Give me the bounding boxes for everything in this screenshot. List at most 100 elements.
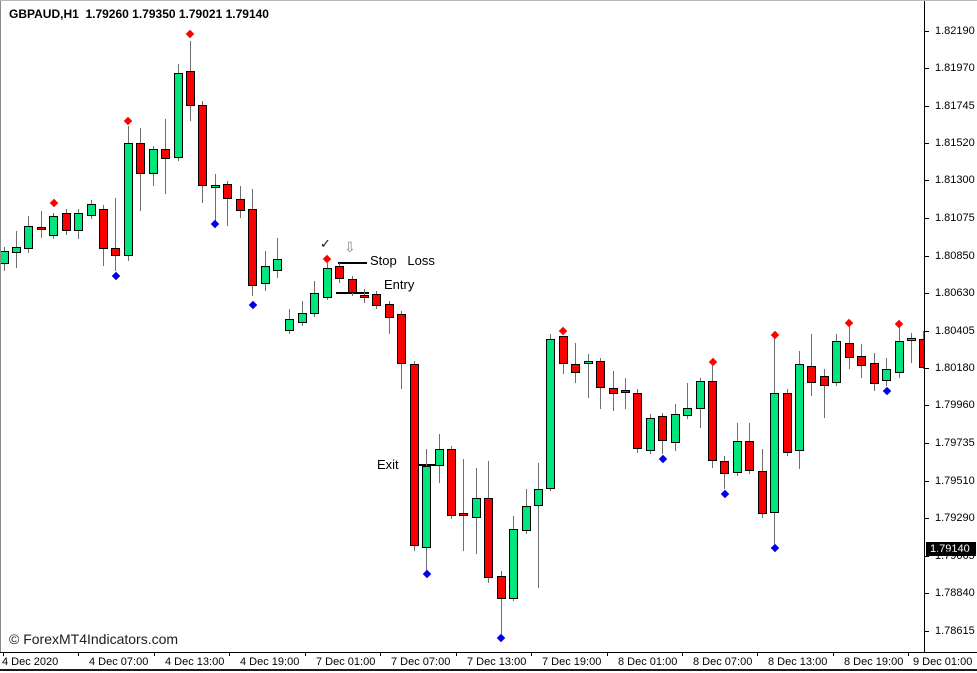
bear-candle (36, 227, 46, 230)
bear-candle (347, 279, 357, 293)
time-axis-tick (682, 653, 683, 656)
bull-candle (695, 380, 705, 409)
price-axis-label: 1.82190 (935, 25, 975, 37)
entry-label[interactable]: Entry (384, 277, 415, 292)
bull-candle (11, 247, 21, 253)
time-axis-tick (607, 653, 608, 656)
price-axis-tick (925, 631, 929, 632)
fractal-down-icon (211, 219, 220, 229)
bull-candle (285, 319, 295, 331)
bull-candle (49, 216, 59, 236)
bull-candle (210, 185, 220, 189)
bull-candle (86, 204, 96, 216)
time-axis-tick (154, 653, 155, 656)
price-axis-label: 1.79065 (935, 549, 975, 562)
time-axis-tick (229, 653, 230, 656)
exit-line[interactable] (413, 464, 444, 466)
bear-candle (447, 448, 456, 516)
fractal-up-icon (770, 330, 779, 340)
time-axis-label: 4 Dec 13:00 (165, 656, 225, 668)
exit-label[interactable]: Exit (377, 457, 399, 472)
price-axis-label: 1.80850 (935, 249, 975, 262)
price-axis-label: 1.81075 (935, 212, 975, 225)
candle-wick (538, 463, 539, 588)
price-axis-tick (925, 517, 929, 519)
bear-candle (198, 105, 208, 186)
fractal-up-icon (124, 116, 133, 126)
time-axis-label: 7 Dec 19:00 (542, 656, 602, 668)
stop-loss-line[interactable] (338, 262, 367, 264)
time-axis-label: 4 Dec 2020 (2, 656, 59, 668)
price-axis-label: 1.79510 (935, 474, 975, 487)
price-axis-label: 1.78615 (935, 625, 975, 637)
time-axis[interactable]: 4 Dec 2020 4 Dec 07:00 4 Dec 13:00 4 Dec 19… (0, 652, 977, 669)
bull-candle (297, 313, 307, 324)
time-axis-label: 8 Dec 01:00 (618, 656, 678, 668)
bear-candle (223, 184, 233, 199)
bear-candle (782, 393, 792, 453)
price-axis-label: 1.81745 (935, 99, 975, 112)
bear-candle (608, 388, 618, 394)
bull-candle (583, 361, 593, 364)
bear-candle (807, 366, 817, 383)
bear-candle (360, 295, 369, 298)
check-mark-icon: ✓ (320, 236, 331, 251)
time-axis-tick (757, 653, 758, 656)
bull-candle (1, 251, 9, 264)
bear-candle (61, 212, 71, 231)
price-axis-label: 1.79290 (935, 511, 975, 524)
bear-candle (720, 461, 730, 474)
price-axis-tick (925, 443, 929, 444)
candle-wick (227, 181, 229, 226)
price-axis-label: 1.80630 (935, 286, 975, 299)
bull-candle (770, 393, 780, 513)
bear-candle (745, 440, 755, 471)
bull-candle (795, 364, 804, 451)
fractal-down-icon (422, 569, 431, 579)
stop-loss-label[interactable]: Stop Loss (370, 253, 435, 268)
price-axis-tick (925, 480, 929, 482)
time-axis-label: 9 Dec 01:00 (913, 656, 973, 668)
bull-candle (882, 369, 891, 381)
time-axis-tick (531, 653, 532, 656)
price-axis-tick (925, 105, 929, 107)
bull-candle (273, 258, 282, 271)
down-arrow-icon: ⇩ (344, 239, 356, 255)
price-axis-tick (925, 593, 929, 595)
bull-candle (670, 414, 680, 443)
bull-candle (832, 341, 842, 383)
fractal-up-icon (559, 326, 568, 336)
bull-candle (173, 73, 183, 159)
time-axis-tick (833, 653, 834, 656)
bull-candle (260, 266, 270, 284)
bull-candle (732, 440, 742, 473)
chart-plot-area[interactable]: GBPAUD,H1 1.79260 1.79350 1.79021 1.7914… (0, 1, 925, 652)
bear-candle (459, 512, 469, 516)
time-axis-tick (380, 653, 381, 656)
candle-wick (823, 369, 825, 418)
candle-wick (277, 237, 278, 278)
price-axis-label: 1.78840 (935, 587, 975, 600)
price-axis-tick (925, 330, 929, 332)
bear-candle (397, 314, 407, 364)
price-axis-label: 1.80405 (935, 324, 975, 337)
bear-candle (384, 304, 394, 318)
candle-wick (463, 459, 465, 551)
price-axis-tick (925, 31, 929, 32)
bull-candle (322, 268, 332, 298)
entry-line[interactable] (336, 292, 369, 294)
time-axis-tick (78, 653, 79, 656)
candle-wick (687, 382, 689, 419)
fractal-down-icon (111, 271, 121, 281)
bear-candle (708, 380, 717, 461)
price-axis-tick (925, 180, 929, 182)
time-axis-tick (3, 653, 4, 656)
current-price-badge: 1.79140 (926, 542, 976, 556)
fractal-up-icon (322, 254, 332, 264)
price-axis[interactable]: 1.79140 1.82190 1.81970 1.81745 1.81520 1.81… (925, 1, 977, 652)
fractal-up-icon (844, 318, 854, 328)
bear-candle (335, 266, 345, 280)
bear-candle (571, 364, 581, 374)
bear-candle (98, 208, 108, 249)
price-axis-tick (925, 555, 929, 557)
